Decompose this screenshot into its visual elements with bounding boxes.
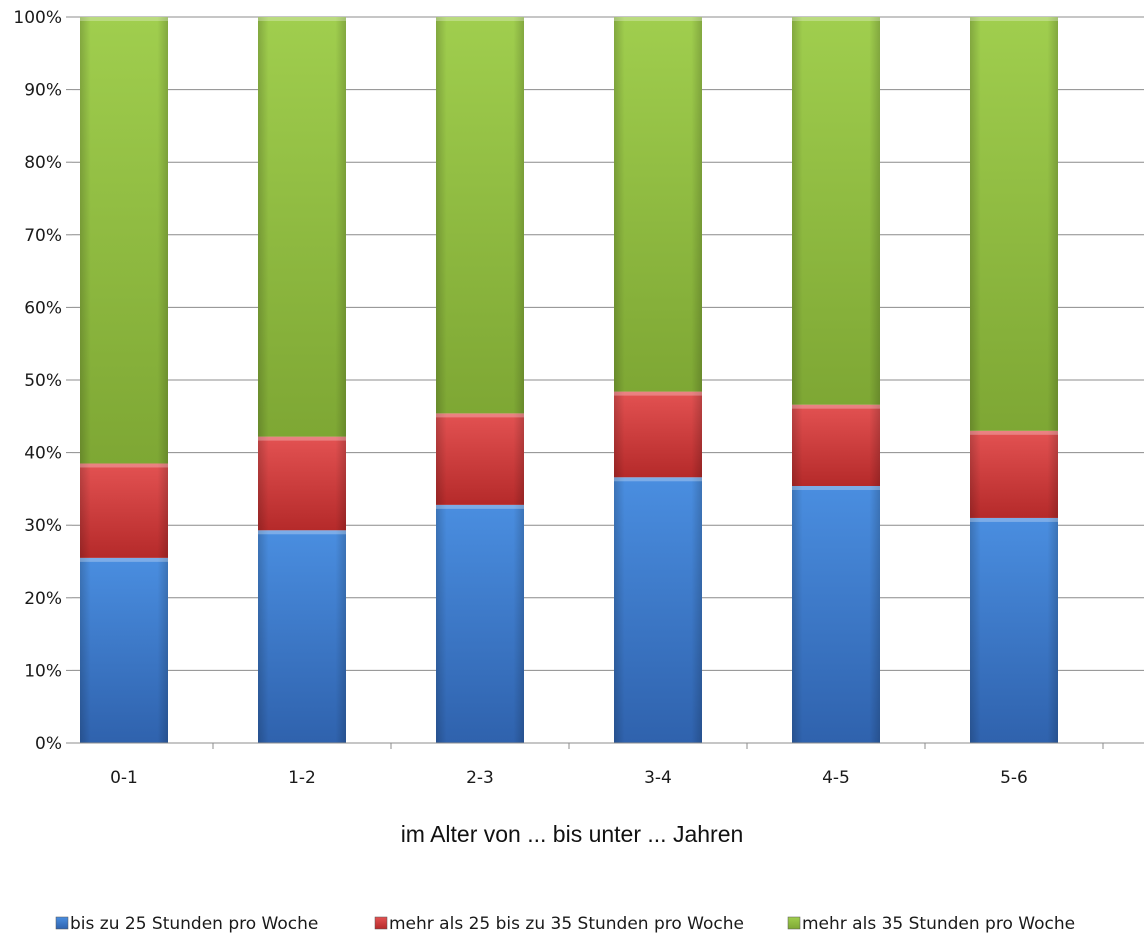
bar-segment-highlight [792, 17, 880, 21]
legend-label: mehr als 35 Stunden pro Woche [802, 914, 1075, 934]
y-tick-label: 30% [24, 516, 62, 536]
y-tick-label: 40% [24, 444, 62, 464]
bar-segment-highlight [792, 485, 880, 490]
bar-segment-highlight [614, 391, 702, 396]
bar-segment-highlight [258, 17, 346, 21]
bar-segment-shade [614, 17, 702, 392]
bar-stack [258, 17, 346, 743]
y-tick-label: 0% [35, 734, 62, 754]
gridlines [72, 16, 1144, 744]
bar-stack [80, 17, 168, 743]
legend-label: bis zu 25 Stunden pro Woche [70, 914, 318, 934]
y-tick-label: 90% [24, 81, 62, 101]
bar-segment-shade [614, 477, 702, 743]
bar-segment-shade [258, 530, 346, 743]
x-axis-ticks: 0-1 1-2 2-3 3-4 4-5 5-6 [110, 743, 1104, 788]
x-tick-label: 0-1 [110, 768, 138, 788]
bar-segment-highlight [80, 463, 168, 468]
bar-segment-shade [792, 485, 880, 743]
bar-segment-shade [258, 17, 346, 437]
x-tick-label: 2-3 [466, 768, 494, 788]
bar-segment-highlight [436, 413, 524, 418]
bar-segment-shade [80, 17, 168, 464]
y-tick-label: 70% [24, 226, 62, 246]
bar-segment-shade [970, 430, 1058, 518]
bar-segment-shade [792, 404, 880, 486]
legend: bis zu 25 Stunden pro Woche mehr als 25 b… [55, 914, 1075, 934]
bar-stack [970, 17, 1058, 743]
bar-segment-highlight [436, 504, 524, 509]
bar-stack [792, 17, 880, 743]
x-tick-label: 5-6 [1000, 768, 1028, 788]
bar-segment-shade [970, 517, 1058, 743]
bar-segment-highlight [80, 557, 168, 562]
bar-segment-shade [80, 557, 168, 743]
y-axis-ticks: 0% 10% 20% 30% 40% 50% 60% 70% 80% 90% 100% [13, 8, 72, 754]
bars [80, 17, 1058, 743]
x-tick-label: 3-4 [644, 768, 672, 788]
y-tick-label: 60% [24, 298, 62, 318]
bar-segment-shade [436, 17, 524, 414]
x-tick-label: 4-5 [822, 768, 850, 788]
bar-segment-shade [258, 436, 346, 531]
legend-swatch [374, 916, 388, 930]
bar-segment-highlight [792, 404, 880, 409]
bar-segment-shade [80, 463, 168, 558]
bar-segment-highlight [970, 430, 1058, 435]
bar-segment-highlight [614, 17, 702, 21]
legend-label: mehr als 25 bis zu 35 Stunden pro Woche [389, 914, 744, 934]
legend-swatch [787, 916, 801, 930]
bar-stack [436, 17, 524, 743]
bar-segment-shade [436, 504, 524, 743]
legend-swatch [55, 916, 69, 930]
bar-segment-highlight [80, 17, 168, 21]
bar-segment-shade [614, 391, 702, 478]
bar-segment-highlight [436, 17, 524, 21]
bar-segment-shade [970, 17, 1058, 431]
y-tick-label: 80% [24, 153, 62, 173]
bar-stack [614, 17, 702, 743]
bar-segment-shade [436, 413, 524, 505]
y-tick-label: 10% [24, 661, 62, 681]
legend-item: mehr als 25 bis zu 35 Stunden pro Woche [374, 914, 744, 934]
bar-segment-highlight [258, 436, 346, 441]
bar-segment-shade [792, 17, 880, 405]
x-tick-label: 1-2 [288, 768, 316, 788]
bar-segment-highlight [258, 530, 346, 535]
x-axis-title: im Alter von ... bis unter ... Jahren [401, 821, 744, 847]
legend-item: mehr als 35 Stunden pro Woche [787, 914, 1075, 934]
y-tick-label: 100% [13, 8, 62, 28]
bar-segment-highlight [970, 17, 1058, 21]
y-tick-label: 50% [24, 371, 62, 391]
legend-item: bis zu 25 Stunden pro Woche [55, 914, 318, 934]
bar-segment-highlight [970, 517, 1058, 522]
y-tick-label: 20% [24, 589, 62, 609]
bar-segment-highlight [614, 477, 702, 482]
